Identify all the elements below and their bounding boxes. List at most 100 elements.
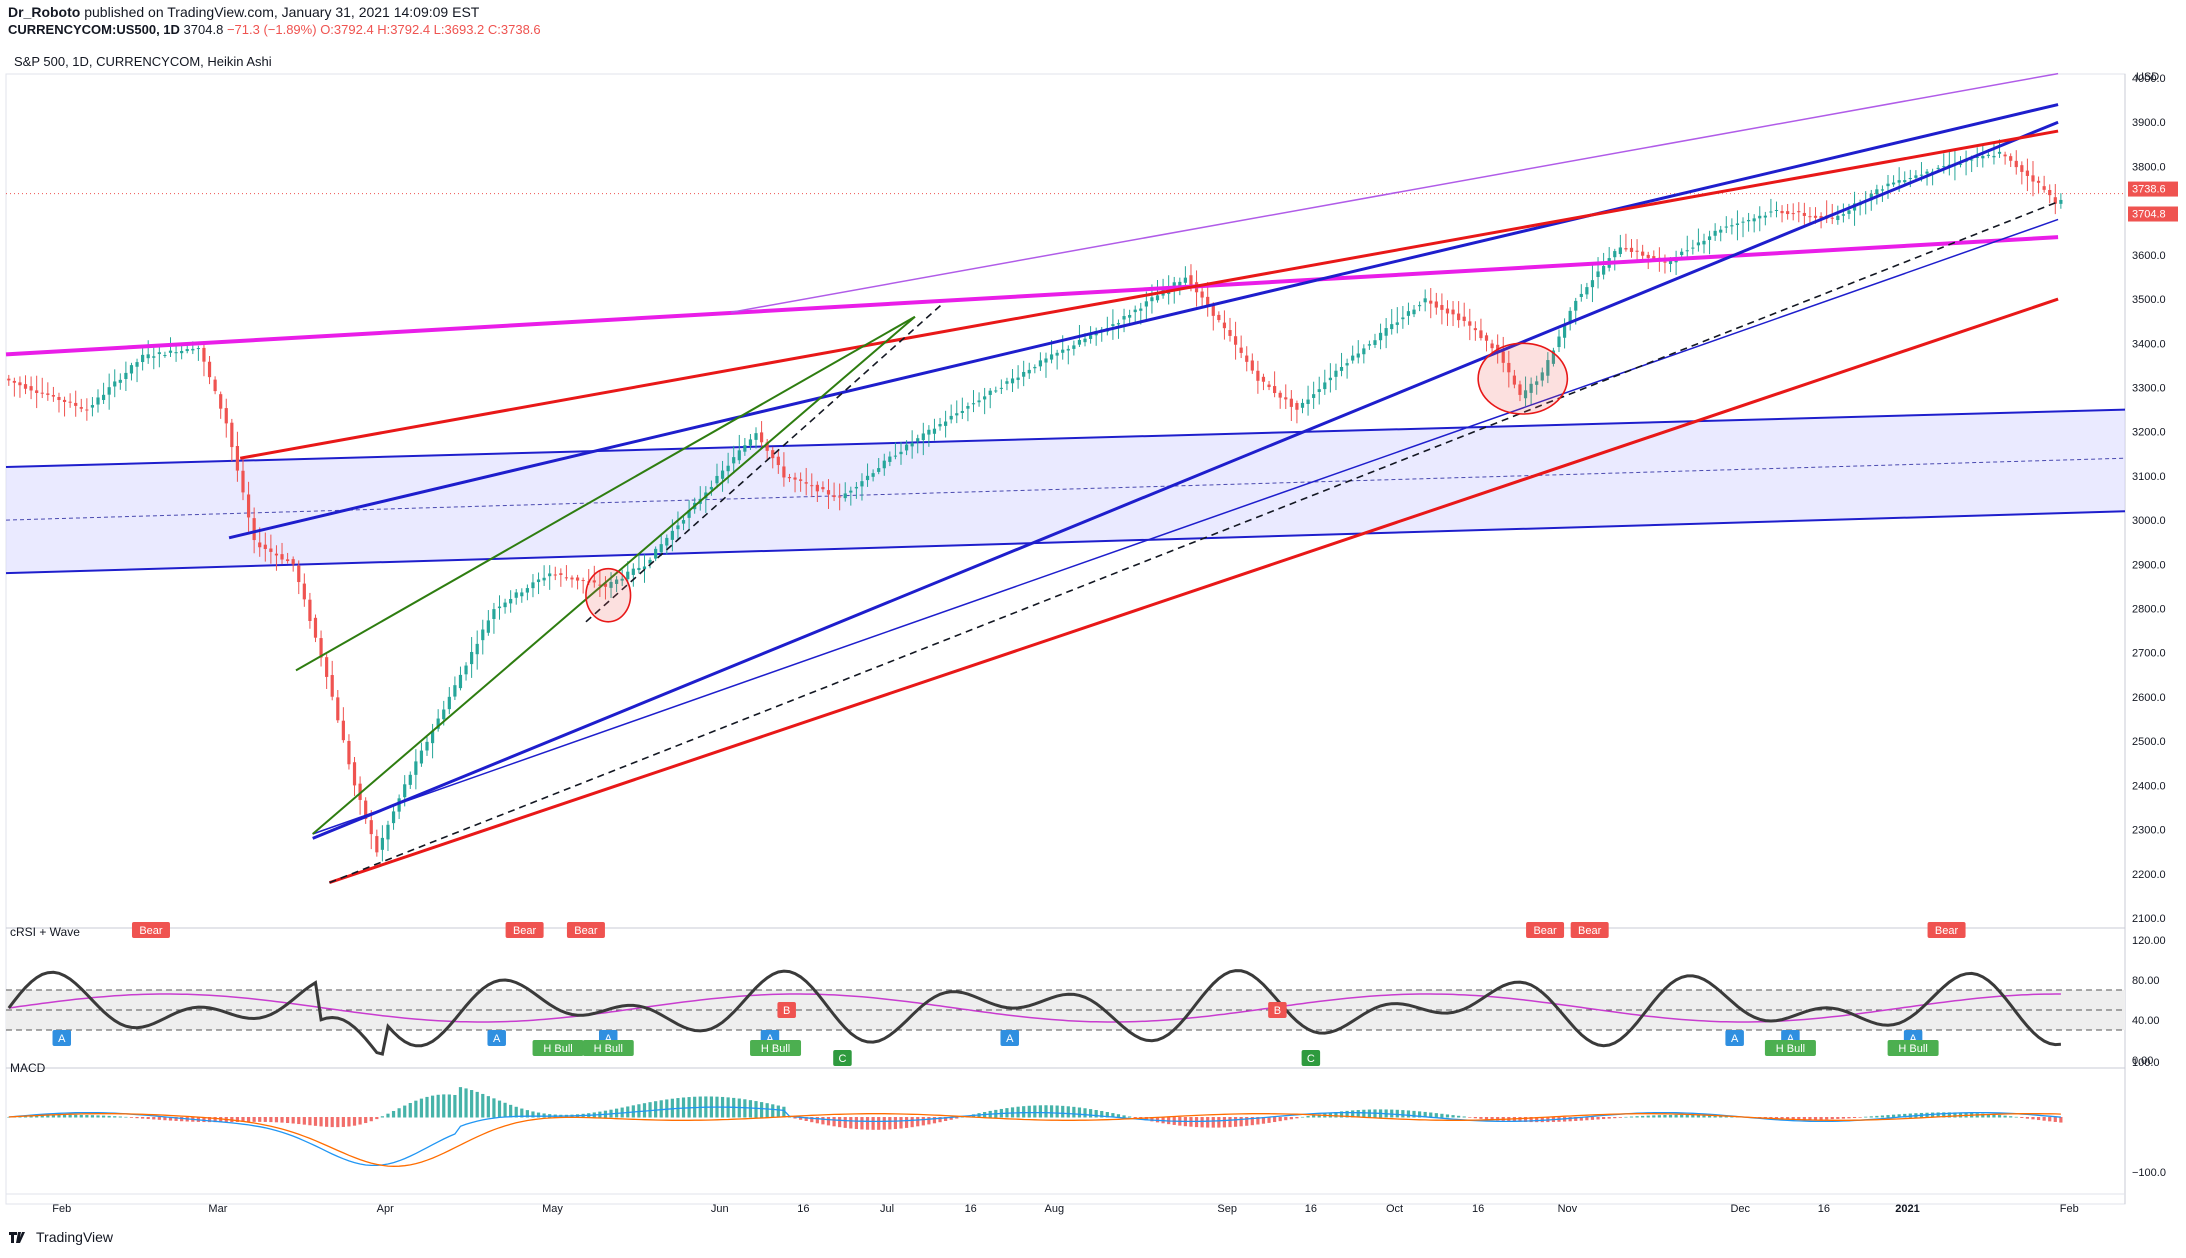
signal-badge[interactable]	[1570, 922, 1609, 938]
candle-body	[1891, 182, 1896, 185]
macd-histogram-bar	[1267, 1117, 1271, 1123]
candle-body	[1680, 251, 1684, 256]
y-tick-label: 2500.0	[2132, 736, 2166, 748]
signal-badge[interactable]	[1887, 1040, 1939, 1056]
macd-histogram-bar	[414, 1100, 418, 1118]
channel-mid-line[interactable]	[5, 457, 2126, 521]
candle-body	[1088, 335, 1093, 339]
macd-histogram-bar	[748, 1100, 753, 1118]
signal-badge[interactable]	[750, 1040, 802, 1056]
publisher-name[interactable]: Dr_Roboto	[8, 4, 81, 20]
macd-histogram-bar	[776, 1105, 780, 1118]
signal-badge[interactable]	[1927, 922, 1966, 938]
candle-body	[1791, 213, 1795, 215]
brand-name[interactable]: TradingView	[36, 1229, 114, 1245]
trendline[interactable]	[312, 218, 2059, 835]
macd-histogram-bar	[425, 1096, 429, 1118]
candle-body	[1027, 369, 1031, 374]
candle-body	[609, 581, 613, 588]
trendline[interactable]	[328, 297, 2059, 885]
macd-histogram-bar	[1038, 1105, 1043, 1118]
chart-title: S&P 500, 1D, CURRENCYCOM, Heikin Ashi	[14, 54, 272, 69]
trendline[interactable]	[239, 129, 2059, 460]
signal-badge[interactable]	[487, 1030, 506, 1046]
channel-bottom-line[interactable]	[5, 510, 2126, 575]
macd-histogram-bar	[1423, 1111, 1427, 1118]
candle-body	[1345, 363, 1349, 366]
macd-histogram-bar	[453, 1094, 457, 1118]
candle-body	[1847, 210, 1851, 214]
candle-body	[414, 761, 418, 775]
macd-histogram-bar	[2053, 1117, 2057, 1122]
macd-histogram-bar	[1635, 1116, 1639, 1118]
trendline[interactable]	[730, 72, 2059, 314]
signal-badge[interactable]	[582, 1040, 634, 1056]
macd-histogram-bar	[871, 1117, 875, 1130]
dashed-trendline[interactable]	[329, 201, 2059, 884]
highlight-ellipse[interactable]	[1477, 342, 1569, 415]
candle-body	[1769, 211, 1773, 213]
candle-body	[771, 450, 775, 459]
macd-histogram-bar	[107, 1115, 111, 1118]
macd-histogram-bar	[1780, 1117, 1784, 1120]
candle-body	[129, 365, 134, 374]
dashed-trendline[interactable]	[585, 302, 944, 623]
channel-top-line[interactable]	[5, 408, 2126, 469]
candle-body	[2048, 190, 2052, 196]
trendline[interactable]	[312, 120, 2059, 840]
signal-badge[interactable]	[1000, 1030, 1019, 1046]
macd-histogram-bar	[146, 1117, 150, 1120]
signal-badge-label: Bear	[1578, 925, 1602, 937]
macd-histogram-bar	[1395, 1109, 1399, 1118]
candle-body	[1189, 275, 1193, 287]
macd-histogram-bar	[1412, 1110, 1416, 1118]
macd-histogram-bar	[1066, 1106, 1070, 1118]
signal-badge[interactable]	[505, 922, 544, 938]
signal-badge[interactable]	[532, 1040, 584, 1056]
macd-histogram-bar	[352, 1117, 357, 1126]
candle-body	[620, 578, 624, 581]
macd-histogram-bar	[1596, 1117, 1600, 1120]
trendline[interactable]	[295, 315, 916, 672]
signal-badge[interactable]	[1764, 1040, 1816, 1056]
signal-badge[interactable]	[1526, 922, 1565, 938]
signal-badge[interactable]	[777, 1002, 796, 1018]
price-axis-badge-label: 3738.6	[2132, 184, 2166, 196]
trendline[interactable]	[5, 235, 2059, 357]
candle-body	[252, 518, 256, 541]
macd-histogram-bar	[1217, 1117, 1221, 1128]
price-chart[interactable]: S&P 500, 1D, CURRENCYCOM, Heikin Ashi USD…	[0, 44, 2186, 1224]
candle-body	[1233, 336, 1238, 345]
candle-body	[1730, 225, 1734, 227]
macd-histogram-bar	[481, 1093, 485, 1118]
candle-body	[1529, 383, 1533, 393]
signal-badge[interactable]	[131, 922, 170, 938]
candle-body	[1256, 370, 1260, 381]
candle-body	[1328, 377, 1332, 381]
trendline[interactable]	[228, 103, 2059, 540]
macd-histogram-bar	[291, 1117, 295, 1124]
highlight-ellipse[interactable]	[585, 567, 632, 623]
signal-badge-label: Bear	[513, 925, 537, 937]
macd-histogram-bar	[771, 1104, 775, 1118]
signal-badge[interactable]	[1268, 1002, 1287, 1018]
macd-histogram-bar	[124, 1116, 128, 1118]
macd-histogram-bar	[1936, 1112, 1940, 1118]
candle-body	[804, 482, 808, 484]
candle-body	[2003, 154, 2007, 157]
candle-body	[1429, 300, 1433, 304]
candle-body	[23, 384, 28, 389]
trendline[interactable]	[312, 315, 916, 835]
signal-badge[interactable]	[52, 1030, 72, 1046]
macd-histogram-bar	[302, 1117, 306, 1125]
signal-badge[interactable]	[833, 1050, 852, 1066]
candle-body	[280, 554, 284, 560]
macd-histogram-bar	[782, 1106, 786, 1118]
macd-histogram-bar	[403, 1105, 407, 1118]
signal-badge[interactable]	[1725, 1030, 1744, 1046]
macd-histogram-bar	[1295, 1117, 1299, 1119]
signal-badge[interactable]	[1301, 1050, 1321, 1066]
signal-badge[interactable]	[566, 922, 605, 938]
candle-body	[1005, 381, 1009, 384]
macd-histogram-bar	[347, 1117, 351, 1127]
